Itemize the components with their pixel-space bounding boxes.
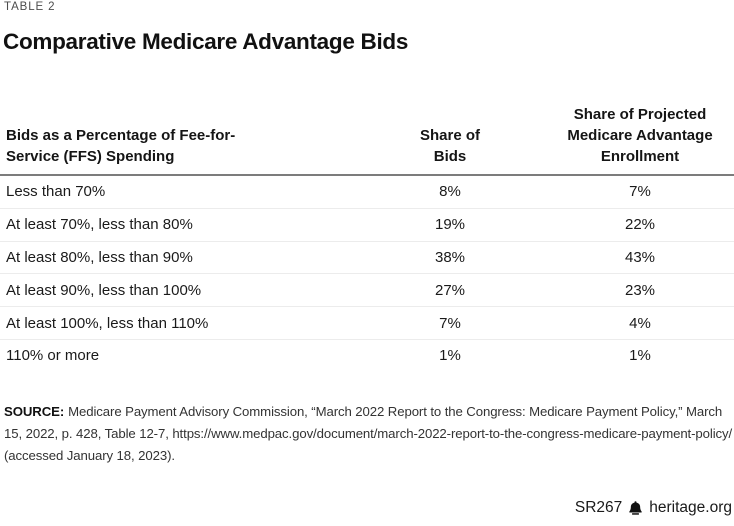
row-range-cell: At least 100%, less than 110% (6, 314, 209, 332)
row-enrollment-cell: 1% (629, 347, 651, 365)
header-col-enrollment-label: Share of Projected Medicare Advantage En… (567, 106, 713, 165)
bids-table: Bids as a Percentage of Fee-for-Service … (0, 96, 734, 372)
row-range-cell: At least 70%, less than 80% (6, 216, 193, 234)
header-col-enrollment: Share of Projected Medicare Advantage En… (546, 104, 734, 167)
page-title: Comparative Medicare Advantage Bids (3, 29, 409, 54)
source-note: SOURCE: Medicare Payment Advisory Commiss… (4, 401, 733, 466)
table-header-row: Bids as a Percentage of Fee-for-Service … (0, 96, 734, 176)
table-row: At least 100%, less than 110% 7% 4% (0, 306, 734, 339)
row-range-cell: 110% or more (6, 347, 100, 365)
site-domain: heritage.org (649, 499, 732, 516)
heritage-bell-icon (628, 501, 643, 515)
table-row: At least 70%, less than 80% 19% 22% (0, 207, 734, 241)
table-body: Less than 70% 8% 7% At least 70%, less t… (0, 176, 734, 372)
source-text: Medicare Payment Advisory Commission, “M… (4, 404, 733, 463)
row-bids-cell: 1% (439, 347, 461, 365)
row-range-cell: Less than 70% (6, 183, 106, 201)
header-col-share-of-bids-label: Share of Bids (419, 127, 480, 165)
row-enrollment-cell: 4% (629, 314, 651, 332)
table-kicker: TABLE 2 (4, 1, 56, 13)
table-row: At least 90%, less than 100% 27% 23% (0, 273, 734, 306)
row-enrollment-cell: 22% (624, 216, 656, 234)
footer: SR267 heritage.org (575, 498, 732, 518)
header-col-ffs-spending-label: Bids as a Percentage of Fee-for-Service … (6, 127, 236, 165)
row-bids-cell: 8% (439, 183, 461, 201)
table-row: At least 80%, less than 90% 38% 43% (0, 240, 734, 274)
row-bids-cell: 19% (434, 216, 466, 234)
report-id: SR267 (574, 499, 623, 516)
table-row: 110% or more 1% 1% (0, 338, 734, 372)
row-range-cell: At least 80%, less than 90% (6, 248, 193, 266)
header-col-ffs-spending: Bids as a Percentage of Fee-for-Service … (0, 125, 354, 167)
row-enrollment-cell: 43% (624, 248, 656, 266)
row-bids-cell: 7% (439, 314, 461, 332)
row-range-cell: At least 90%, less than 100% (6, 281, 202, 299)
row-bids-cell: 27% (434, 281, 466, 299)
row-bids-cell: 38% (434, 248, 466, 266)
row-enrollment-cell: 23% (624, 281, 656, 299)
source-label: SOURCE: (4, 404, 65, 419)
header-col-share-of-bids: Share of Bids (354, 125, 546, 167)
table-row: Less than 70% 8% 7% (0, 176, 734, 208)
row-enrollment-cell: 7% (629, 183, 651, 201)
